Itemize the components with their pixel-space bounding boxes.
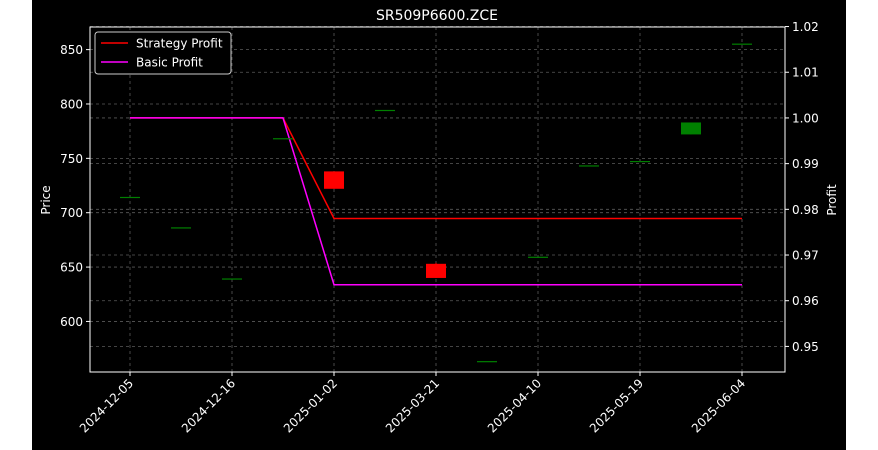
basic-profit-line bbox=[130, 117, 742, 286]
y2-tick-label: 1.02 bbox=[792, 20, 819, 34]
candle-body bbox=[477, 361, 497, 363]
candles bbox=[120, 43, 752, 363]
y-tick-label: 700 bbox=[60, 206, 83, 220]
candle-body bbox=[120, 196, 140, 199]
plot-area bbox=[90, 27, 785, 372]
y2-axis-label: Profit bbox=[825, 184, 839, 216]
y-tick-label: 600 bbox=[60, 315, 83, 329]
candle-body bbox=[681, 122, 701, 135]
chart-title: SR509P6600.ZCE bbox=[376, 8, 498, 24]
candle-body bbox=[630, 161, 650, 163]
candle-body bbox=[528, 256, 548, 258]
candle-body bbox=[273, 138, 293, 140]
candle-body bbox=[732, 43, 752, 45]
y2-tick-label: 1.00 bbox=[792, 111, 819, 125]
y2-tick-label: 0.97 bbox=[792, 249, 819, 263]
grid bbox=[90, 26, 785, 372]
legend-box bbox=[94, 31, 232, 75]
y-axis-right: 0.95 0.96 0.97 0.98 0.99 1.00 1.01 1.02 bbox=[785, 20, 819, 354]
candle-body bbox=[324, 171, 344, 189]
y-axis-left: 600 650 700 750 800 850 bbox=[60, 43, 90, 329]
candle-body bbox=[171, 227, 191, 229]
y2-tick-label: 0.96 bbox=[792, 294, 819, 308]
y2-tick-label: 0.98 bbox=[792, 203, 819, 217]
y-tick-label: 750 bbox=[60, 152, 83, 166]
legend: Strategy Profit Basic Profit bbox=[94, 31, 232, 75]
y-tick-label: 650 bbox=[60, 261, 83, 275]
y-tick-label: 850 bbox=[60, 43, 83, 57]
y-axis-label: Price bbox=[39, 185, 53, 214]
y2-tick-label: 1.01 bbox=[792, 66, 819, 80]
candle-body bbox=[375, 109, 395, 112]
candle-body bbox=[579, 165, 599, 167]
y2-tick-label: 0.95 bbox=[792, 340, 819, 354]
candle-body bbox=[426, 263, 446, 278]
profit-lines bbox=[130, 117, 742, 286]
legend-strategy-label: Strategy Profit bbox=[136, 37, 223, 51]
y2-tick-label: 0.99 bbox=[792, 157, 819, 171]
y-tick-label: 800 bbox=[60, 97, 83, 111]
plot-frame bbox=[89, 26, 786, 373]
legend-basic-label: Basic Profit bbox=[136, 56, 203, 70]
candle-body bbox=[222, 278, 242, 280]
